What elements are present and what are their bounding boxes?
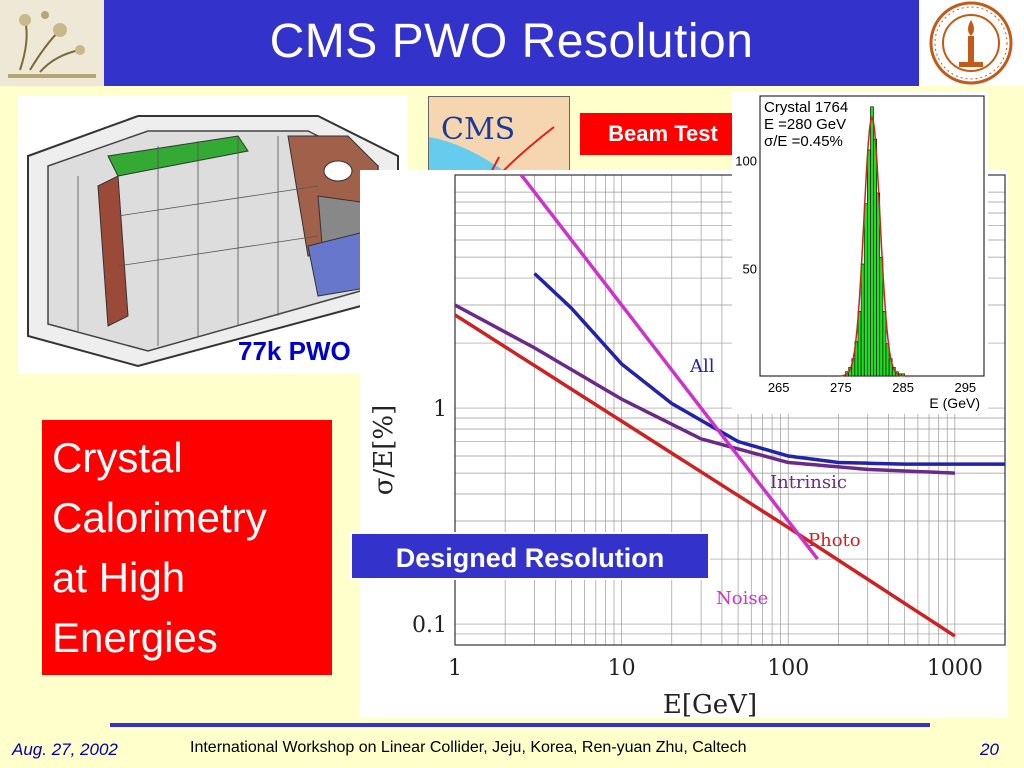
hist-x-tick-label: 265 (768, 380, 790, 395)
topic-line: at High (52, 554, 186, 601)
series-line-photo (454, 313, 956, 638)
page-number: 20 (980, 740, 999, 759)
beam-test-histogram: 265 275 285 295 50 100 E (GeV) Crystal 1764 E =2… (732, 92, 988, 414)
series-line-all (533, 272, 1005, 466)
topic-line: Energies (52, 614, 218, 661)
hist-annotation: Crystal 1764 (764, 99, 848, 116)
resolution-plot: 1 10 100 1000 0.1 1 E[GeV] σ/E[%] All Intrinsic Ph… (360, 170, 1008, 720)
series-label-photo: Photo (808, 530, 861, 551)
y-tick-label: 1 (433, 397, 447, 422)
plot-frame (454, 174, 1006, 646)
series-label-noise: Noise (716, 588, 768, 609)
hist-bar (863, 203, 868, 377)
hist-x-tick-label: 285 (892, 380, 914, 395)
hist-bar (876, 192, 881, 377)
footer-citation: International Workshop on Linear Collide… (190, 739, 747, 756)
series-line-noise (519, 173, 819, 561)
hist-bar (867, 149, 871, 377)
page-title: CMS PWO Resolution (269, 15, 754, 68)
footer-date: Aug. 27, 2002 (12, 740, 118, 759)
x-tick-label: 100 (767, 656, 809, 681)
series-line-intrinsic (454, 303, 955, 475)
hist-bar (873, 138, 877, 377)
beam-test-label: Beam Test (580, 113, 746, 155)
x-tick-label: 1000 (927, 656, 983, 681)
topic-line: Crystal (52, 434, 183, 481)
cms-detector-drawing (18, 96, 408, 374)
topic-text: Crystal Calorimetry at High Energies (52, 428, 267, 668)
topic-box: Crystal Calorimetry at High Energies (42, 420, 332, 675)
hist-x-axis-label: E (GeV) (929, 395, 980, 411)
hist-bar (870, 106, 874, 377)
y-tick-label: 0.1 (412, 613, 447, 638)
y-axis-label: σ/E[%] (369, 405, 399, 495)
hist-x-tick-label: 275 (830, 380, 852, 395)
designed-resolution-label: Designed Resolution (350, 532, 710, 580)
hist-y-tick-label: 100 (735, 154, 757, 169)
x-axis-label: E[GeV] (663, 690, 757, 718)
cms-logo-text: CMS (441, 112, 515, 147)
series-label-intrinsic: Intrinsic (770, 472, 847, 493)
hist-bar (860, 263, 865, 377)
footer-divider (110, 723, 930, 727)
pwo-count-label: 77k PWO (238, 336, 351, 366)
conference-logo (0, 0, 104, 86)
hist-annotation: σ/E =0.45% (764, 133, 843, 150)
hist-x-tick-label: 295 (954, 380, 976, 395)
x-tick-label: 10 (608, 656, 636, 681)
topic-line: Calorimetry (52, 494, 267, 541)
hist-y-tick-label: 50 (743, 261, 757, 276)
series-label-all: All (689, 356, 715, 377)
hist-fit-curve (840, 115, 910, 377)
hist-annotation: E =280 GeV (764, 116, 846, 133)
caltech-seal (919, 0, 1024, 86)
x-tick-label: 1 (448, 656, 462, 681)
title-bar: CMS PWO Resolution (104, 0, 919, 86)
